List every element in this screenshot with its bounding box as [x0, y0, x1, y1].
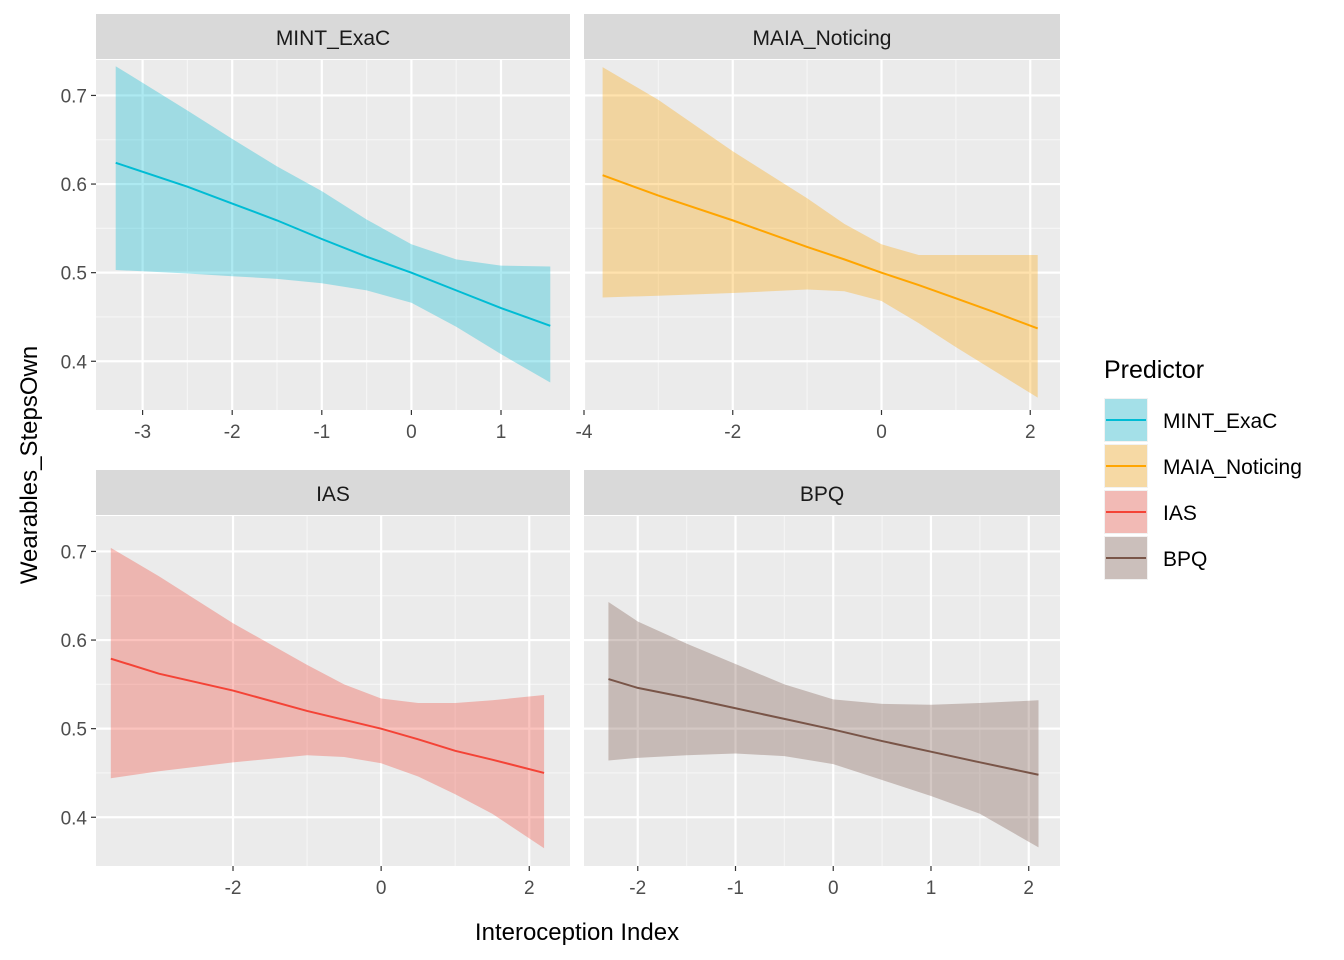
- x-tick-label: 0: [876, 422, 887, 443]
- y-tick-label: 0.6: [61, 631, 87, 652]
- y-tick-label: 0.4: [61, 352, 88, 373]
- y-tick-label: 0.7: [61, 86, 87, 107]
- x-tick-label: 0: [406, 422, 417, 443]
- y-tick-label: 0.5: [61, 720, 87, 741]
- x-axis-title: Interoception Index: [475, 919, 679, 946]
- panel-bg-bpq: [584, 516, 1060, 866]
- x-tick-label: 0: [376, 878, 387, 899]
- strip-label-mint-exac: MINT_ExaC: [276, 27, 390, 50]
- strip-ias: [96, 470, 570, 515]
- strip-bpq: [584, 470, 1060, 515]
- strip-label-ias: IAS: [316, 483, 350, 506]
- legend-label-ias: IAS: [1163, 502, 1197, 525]
- legend-label-mint-exac: MINT_ExaC: [1163, 410, 1277, 433]
- confidence-ribbon-maia-noticing: [602, 67, 1038, 398]
- x-tick-label: -2: [629, 878, 646, 899]
- confidence-ribbon-ias: [110, 547, 545, 849]
- strip-mint-exac: [96, 14, 570, 59]
- fit-line-maia-noticing: [602, 174, 1039, 330]
- y-tick-label: 0.4: [61, 808, 88, 829]
- y-tick-label: 0.7: [61, 542, 87, 563]
- x-tick-label: -2: [225, 878, 242, 899]
- panel-bg-mint-exac: [96, 60, 570, 410]
- panel-bg-maia-noticing: [584, 60, 1060, 410]
- y-tick-label: 0.6: [61, 175, 87, 196]
- legend: Predictor MINT_ExaC MAIA_Noticing IAS BPQ: [1104, 356, 1302, 580]
- x-tick-label: -4: [576, 422, 593, 443]
- x-tick-label: -3: [134, 422, 151, 443]
- x-tick-label: -2: [224, 422, 241, 443]
- y-axis-title: Wearables_StepsOwn: [16, 346, 43, 584]
- confidence-ribbon-mint-exac: [115, 66, 551, 383]
- x-tick-label: 1: [496, 422, 507, 443]
- legend-label-maia-noticing: MAIA_Noticing: [1163, 456, 1302, 479]
- x-tick-label: 1: [926, 878, 937, 899]
- x-tick-label: -2: [724, 422, 741, 443]
- strip-maia-noticing: [584, 14, 1060, 59]
- fit-line-ias: [110, 657, 545, 774]
- confidence-ribbon-bpq: [608, 601, 1039, 848]
- fit-line-bpq: [608, 678, 1039, 776]
- panels-layer: MINT_ExaC -3 -2 -1 0 1 0.4 0.5 0.6 0.7 MAIA_Notici…: [61, 14, 1060, 899]
- legend-items: MINT_ExaC MAIA_Noticing IAS BPQ: [1104, 398, 1302, 580]
- x-tick-label: -1: [727, 878, 744, 899]
- panel-bg-ias: [96, 516, 570, 866]
- x-tick-label: 2: [1023, 878, 1034, 899]
- x-tick-label: -1: [313, 422, 330, 443]
- strip-label-maia-noticing: MAIA_Noticing: [753, 27, 892, 50]
- legend-title: Predictor: [1104, 356, 1204, 384]
- y-tick-label: 0.5: [61, 264, 87, 285]
- strip-label-bpq: BPQ: [800, 483, 844, 506]
- legend-label-bpq: BPQ: [1163, 548, 1207, 571]
- x-tick-label: 2: [1025, 422, 1036, 443]
- fit-line-mint-exac: [115, 161, 551, 327]
- x-tick-label: 0: [828, 878, 839, 899]
- x-tick-label: 2: [524, 878, 535, 899]
